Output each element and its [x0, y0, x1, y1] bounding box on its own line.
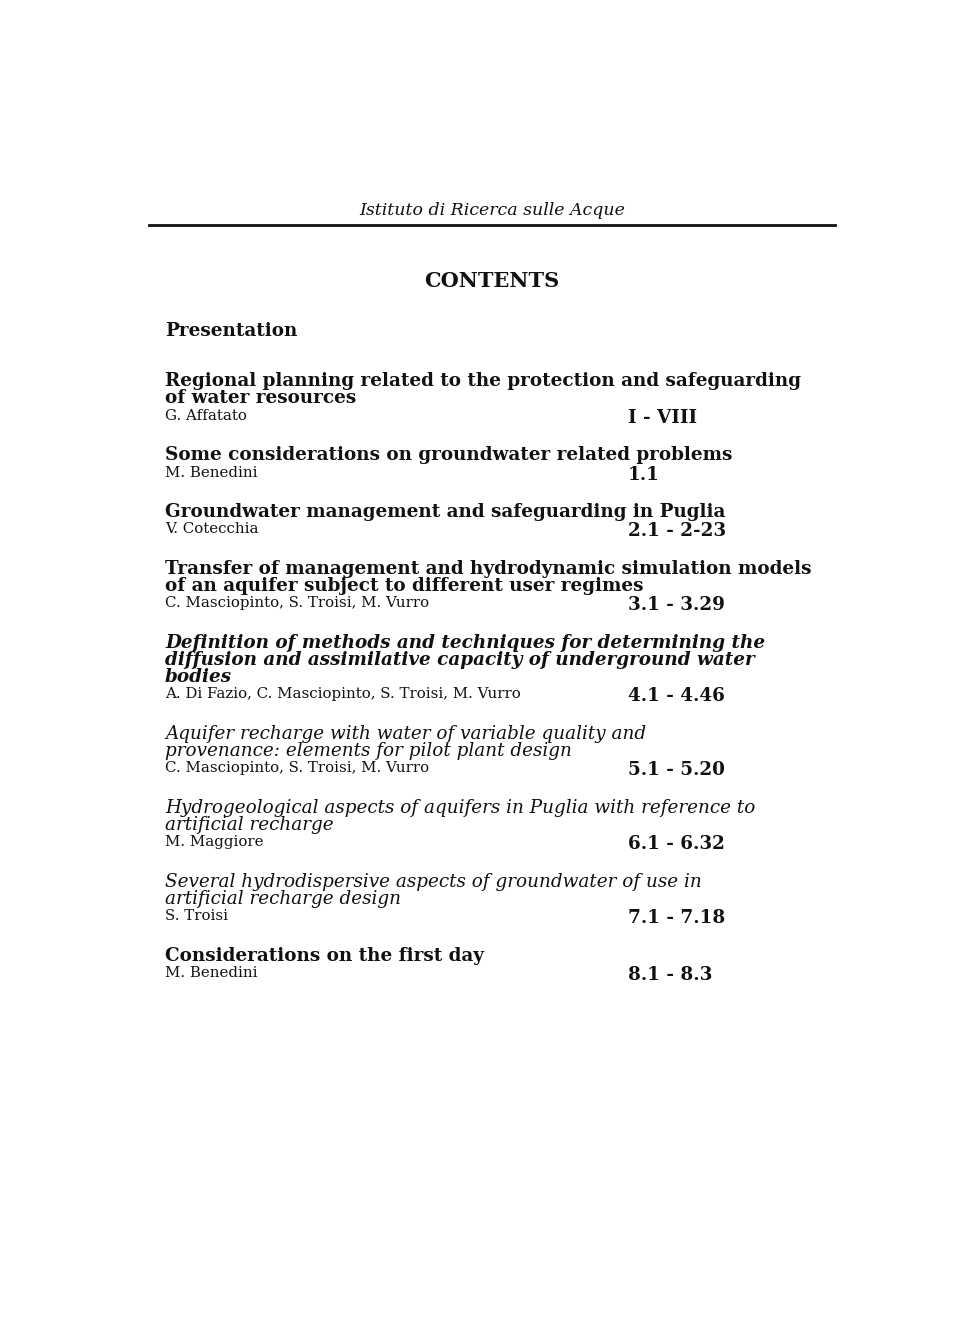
- Text: Aquifer recharge with water of variable quality and: Aquifer recharge with water of variable …: [165, 724, 646, 743]
- Text: Regional planning related to the protection and safeguarding: Regional planning related to the protect…: [165, 373, 801, 390]
- Text: diffusion and assimilative capacity of underground water: diffusion and assimilative capacity of u…: [165, 650, 755, 669]
- Text: V. Cotecchia: V. Cotecchia: [165, 522, 258, 537]
- Text: artificial recharge design: artificial recharge design: [165, 890, 401, 908]
- Text: provenance: elements for pilot plant design: provenance: elements for pilot plant des…: [165, 742, 572, 760]
- Text: G. Affatato: G. Affatato: [165, 408, 247, 423]
- Text: Some considerations on groundwater related problems: Some considerations on groundwater relat…: [165, 447, 732, 464]
- Text: Several hydrodispersive aspects of groundwater of use in: Several hydrodispersive aspects of groun…: [165, 873, 702, 891]
- Text: M. Benedini: M. Benedini: [165, 465, 257, 480]
- Text: Hydrogeological aspects of aquifers in Puglia with reference to: Hydrogeological aspects of aquifers in P…: [165, 798, 756, 817]
- Text: Definition of methods and techniques for determining the: Definition of methods and techniques for…: [165, 635, 765, 652]
- Text: S. Troisi: S. Troisi: [165, 910, 228, 923]
- Text: I - VIII: I - VIII: [628, 408, 697, 427]
- Text: C. Masciopinto, S. Troisi, M. Vurro: C. Masciopinto, S. Troisi, M. Vurro: [165, 761, 429, 775]
- Text: 2.1 - 2-23: 2.1 - 2-23: [628, 522, 726, 541]
- Text: of an aquifer subject to different user regimes: of an aquifer subject to different user …: [165, 578, 643, 595]
- Text: C. Masciopinto, S. Troisi, M. Vurro: C. Masciopinto, S. Troisi, M. Vurro: [165, 596, 429, 611]
- Text: Istituto di Ricerca sulle Acque: Istituto di Ricerca sulle Acque: [359, 202, 625, 219]
- Text: CONTENTS: CONTENTS: [424, 271, 560, 291]
- Text: 1.1: 1.1: [628, 465, 660, 484]
- Text: A. Di Fazio, C. Masciopinto, S. Troisi, M. Vurro: A. Di Fazio, C. Masciopinto, S. Troisi, …: [165, 687, 520, 701]
- Text: Presentation: Presentation: [165, 321, 298, 340]
- Text: of water resources: of water resources: [165, 389, 356, 407]
- Text: Transfer of management and hydrodynamic simulation models: Transfer of management and hydrodynamic …: [165, 561, 811, 578]
- Text: M. Benedini: M. Benedini: [165, 966, 257, 980]
- Text: M. Maggiore: M. Maggiore: [165, 836, 263, 849]
- Text: bodies: bodies: [165, 668, 232, 686]
- Text: 6.1 - 6.32: 6.1 - 6.32: [628, 836, 725, 853]
- Text: Groundwater management and safeguarding in Puglia: Groundwater management and safeguarding …: [165, 504, 726, 521]
- Text: Considerations on the first day: Considerations on the first day: [165, 947, 484, 965]
- Text: 7.1 - 7.18: 7.1 - 7.18: [628, 910, 725, 927]
- Text: 8.1 - 8.3: 8.1 - 8.3: [628, 966, 712, 984]
- Text: 3.1 - 3.29: 3.1 - 3.29: [628, 596, 725, 615]
- Text: 5.1 - 5.20: 5.1 - 5.20: [628, 761, 725, 779]
- Text: 4.1 - 4.46: 4.1 - 4.46: [628, 687, 725, 705]
- Text: artificial recharge: artificial recharge: [165, 816, 333, 834]
